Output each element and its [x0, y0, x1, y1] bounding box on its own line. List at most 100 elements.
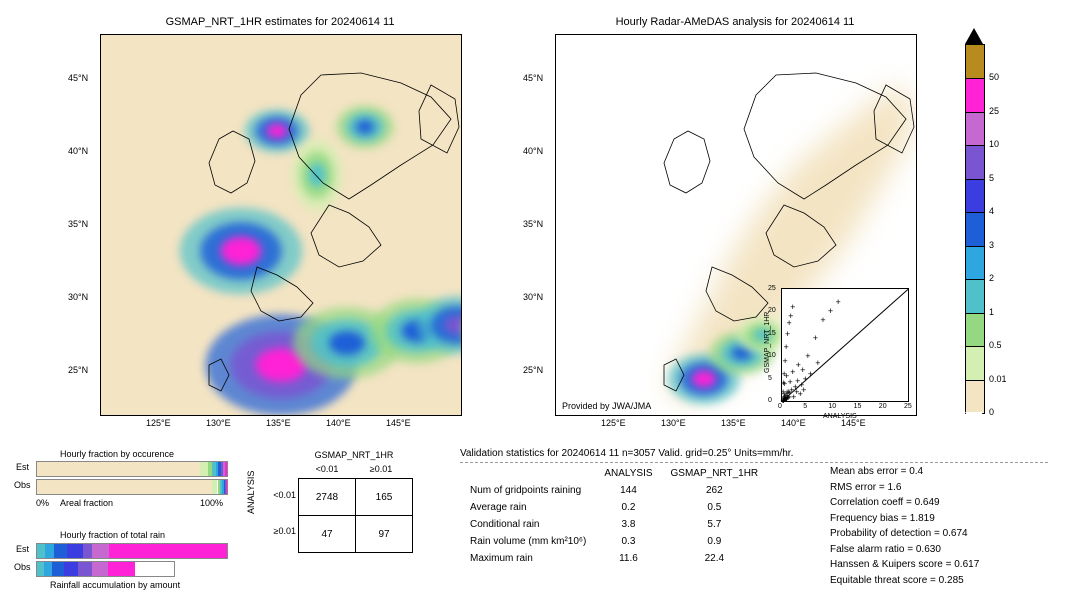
scatter-point: +	[785, 332, 790, 337]
fraction-segment	[37, 462, 200, 476]
cont-cell-10: 47	[299, 516, 356, 553]
validation-stat: RMS error = 1.6	[830, 480, 979, 496]
lon-tick: 145°E	[386, 418, 411, 428]
fraction-segment	[37, 562, 44, 576]
colorbar-segment	[965, 245, 985, 280]
contingency-col1: ≥0.01	[354, 464, 408, 474]
validation-stat: Hanssen & Kuipers score = 0.617	[830, 557, 979, 573]
contingency-col0: <0.01	[300, 464, 354, 474]
colorbar: 00.010.512345102550	[965, 44, 983, 412]
scatter-point: +	[781, 381, 786, 386]
validation-stat: False alarm ratio = 0.630	[830, 542, 979, 558]
colorbar-tick: 0.01	[989, 374, 1007, 384]
fraction-segment	[92, 562, 108, 576]
contingency-table: 2748165 4797	[298, 478, 413, 553]
scatter-point: +	[813, 336, 818, 341]
cont-cell-11: 97	[356, 516, 413, 553]
cont-cell-00: 2748	[299, 479, 356, 516]
scatter-point: +	[820, 318, 825, 323]
scatter-point: +	[815, 361, 820, 366]
fraction-segment	[54, 544, 67, 558]
right-map-panel: Provided by JWA/JMA 00551010151520202525…	[555, 34, 917, 416]
fraction-totalrain-row-obs: Obs	[14, 562, 31, 572]
fraction-segment	[109, 544, 227, 558]
colorbar-tick: 5	[989, 173, 994, 183]
colorbar-segment	[965, 178, 985, 213]
fraction-segment	[64, 562, 78, 576]
lon-tick: 140°E	[781, 418, 806, 428]
colorbar-segment	[965, 312, 985, 347]
scatter-point: +	[803, 377, 808, 382]
scatter-point: +	[782, 372, 787, 377]
scatter-point: +	[788, 314, 793, 319]
provided-by-label: Provided by JWA/JMA	[562, 401, 651, 411]
lat-tick: 35°N	[68, 219, 88, 229]
colorbar-tick: 10	[989, 139, 999, 149]
scatter-point: +	[800, 368, 805, 373]
contingency-row0: <0.01	[266, 490, 296, 500]
colorbar-tick: 0	[989, 407, 994, 417]
fraction-totalrain-title: Hourly fraction of total rain	[60, 530, 165, 540]
lat-tick: 30°N	[523, 292, 543, 302]
fraction-segment	[67, 544, 82, 558]
scatter-point: +	[790, 370, 795, 375]
lon-tick: 140°E	[326, 418, 351, 428]
lon-tick: 145°E	[841, 418, 866, 428]
lon-tick: 125°E	[146, 418, 171, 428]
fraction-segment	[108, 562, 135, 576]
scatter-point: +	[794, 390, 799, 395]
validation-row: Num of gridpoints raining144262	[462, 483, 766, 498]
colorbar-segment	[965, 379, 985, 414]
fraction-segment	[78, 562, 92, 576]
validation-stat: Probability of detection = 0.674	[830, 526, 979, 542]
colorbar-segment	[965, 111, 985, 146]
cont-cell-01: 165	[356, 479, 413, 516]
fraction-totalrain-row-est: Est	[16, 544, 29, 554]
colorbar-tick: 4	[989, 206, 994, 216]
fraction-occurrence-est-bar	[36, 461, 228, 477]
contingency-row1: ≥0.01	[266, 526, 296, 536]
fraction-totalrain-est-bar	[36, 543, 228, 559]
validation-stat: Mean abs error = 0.4	[830, 464, 979, 480]
validation-row: Maximum rain11.622.4	[462, 551, 766, 566]
fraction-occurrence-title: Hourly fraction by occurence	[60, 449, 174, 459]
colorbar-tick: 50	[989, 72, 999, 82]
lat-tick: 45°N	[68, 73, 88, 83]
lat-tick: 35°N	[523, 219, 543, 229]
scatter-point: +	[783, 359, 788, 364]
lon-tick: 130°E	[206, 418, 231, 428]
fraction-segment	[45, 544, 55, 558]
lon-tick: 130°E	[661, 418, 686, 428]
lat-tick: 30°N	[68, 292, 88, 302]
validation-table: ANALYSISGSMAP_NRT_1HRNum of gridpoints r…	[460, 464, 768, 568]
fraction-segment	[200, 462, 208, 476]
right-map-title: Hourly Radar-AMeDAS analysis for 2024061…	[555, 16, 915, 28]
lon-tick: 135°E	[266, 418, 291, 428]
validation-stat: Frequency bias = 1.819	[830, 511, 979, 527]
scatter-point: +	[787, 321, 792, 326]
colorbar-tick: 0.5	[989, 340, 1002, 350]
scatter-point: +	[787, 395, 792, 400]
fraction-segment	[44, 562, 52, 576]
left-map-title: GSMAP_NRT_1HR estimates for 20240614 11	[100, 16, 460, 28]
colorbar-top-arrow-icon	[965, 28, 983, 44]
fraction-segment	[92, 544, 109, 558]
fraction-xlabel: Areal fraction	[60, 498, 113, 508]
fraction-totalrain-obs-bar	[36, 561, 175, 577]
colorbar-segment	[965, 77, 985, 112]
fraction-occurrence-obs-bar	[36, 479, 228, 495]
scatter-inset: 00551010151520202525ANALYSISGSMAP_NRT_1H…	[781, 288, 909, 402]
colorbar-bottom-arrow-icon	[965, 412, 983, 428]
page: { "maps": { "left": { "title": "GSMAP_NR…	[0, 0, 1080, 612]
coastline-left	[101, 35, 461, 415]
validation-stat: Correlation coeff = 0.649	[830, 495, 979, 511]
lat-tick: 45°N	[523, 73, 543, 83]
lat-tick: 25°N	[523, 365, 543, 375]
fraction-segment	[37, 544, 45, 558]
scatter-point: +	[805, 354, 810, 359]
validation-row: Rain volume (mm km²10⁶)0.30.9	[462, 534, 766, 549]
scatter-point: +	[784, 345, 789, 350]
scatter-point: +	[799, 383, 804, 388]
fraction-segment	[226, 480, 227, 494]
scatter-point: +	[790, 305, 795, 310]
